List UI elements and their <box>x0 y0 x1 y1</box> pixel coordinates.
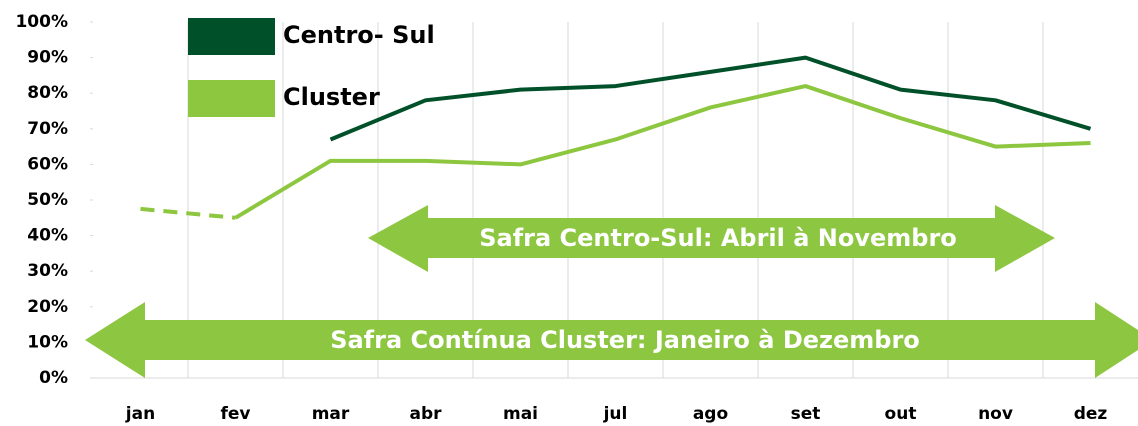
legend-swatch <box>188 18 275 55</box>
y-tick-label: 40% <box>27 226 68 246</box>
annotation-text: Safra Contínua Cluster: Janeiro à Dezemb… <box>330 326 920 354</box>
y-tick-label: 0% <box>39 368 68 388</box>
x-tick-label: dez <box>1074 404 1108 424</box>
series-line <box>234 84 1091 220</box>
x-tick-label: out <box>885 404 917 424</box>
series-line <box>329 55 1092 142</box>
y-tick-label: 60% <box>27 154 68 174</box>
annotations: Safra Centro-Sul: Abril à Novembro Safra… <box>85 205 1138 378</box>
x-tick-label: fev <box>220 404 250 424</box>
x-tick-label: nov <box>978 404 1013 424</box>
y-tick-label: 70% <box>27 119 68 139</box>
legend-swatch <box>188 80 275 117</box>
legend-label: Centro- Sul <box>283 21 435 49</box>
annotation-arrow <box>85 302 1138 378</box>
y-tick-label: 100% <box>15 12 68 32</box>
series-line <box>140 206 236 220</box>
x-tick-label: ago <box>693 404 728 424</box>
y-tick-label: 10% <box>27 332 68 352</box>
y-tick-label: 90% <box>27 48 68 68</box>
x-tick-label: mar <box>312 404 350 424</box>
x-tick-label: jan <box>125 404 155 424</box>
annotation-text: Safra Centro-Sul: Abril à Novembro <box>479 224 957 252</box>
legend-label: Cluster <box>283 83 380 111</box>
x-tick-label: abr <box>409 404 442 424</box>
y-tick-label: 80% <box>27 83 68 103</box>
x-tick-label: jul <box>603 404 628 424</box>
x-tick-label: set <box>791 404 821 424</box>
y-tick-label: 20% <box>27 297 68 317</box>
annotation-arrow <box>368 205 1055 272</box>
y-tick-label: 50% <box>27 190 68 210</box>
y-tick-label: 30% <box>27 261 68 281</box>
x-tick-label: mai <box>503 404 538 424</box>
